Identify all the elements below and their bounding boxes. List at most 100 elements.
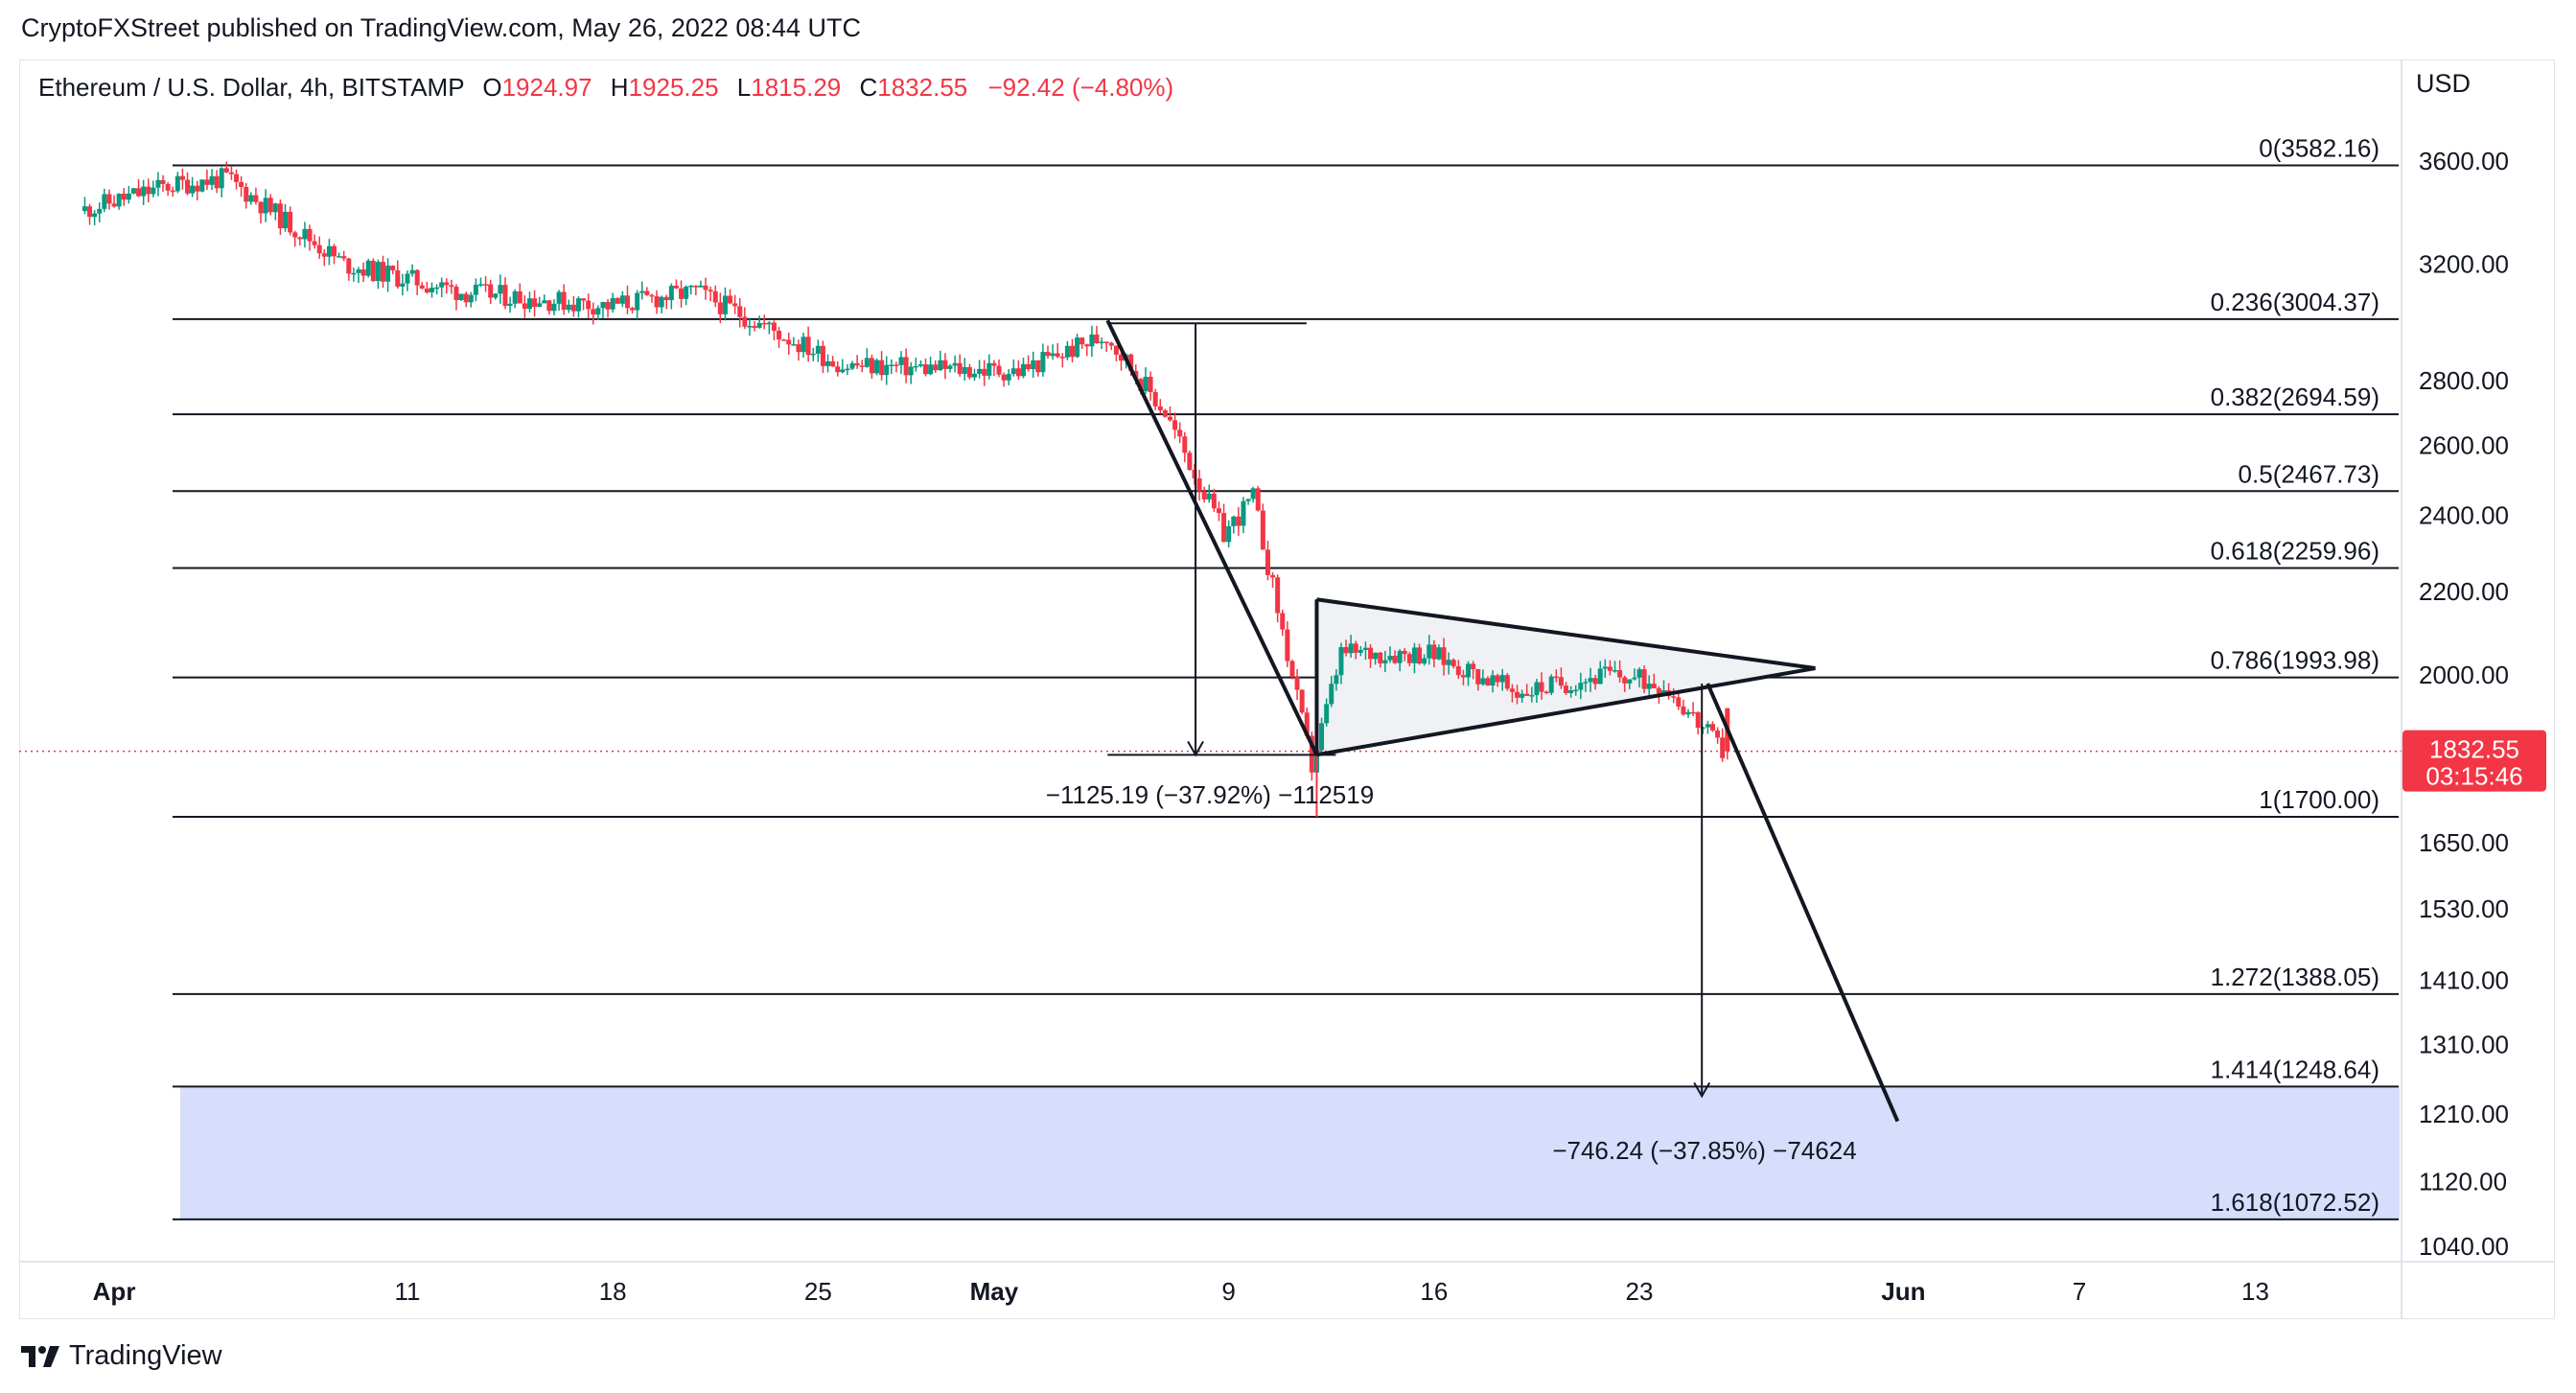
candle-body — [360, 269, 366, 276]
candle-body — [1406, 654, 1412, 663]
price-tick-label: 2200.00 — [2419, 577, 2509, 606]
breakdown-trendline — [1706, 683, 1900, 1123]
candle-body — [1524, 693, 1530, 696]
candle-body — [463, 293, 469, 303]
low-value: 1815.29 — [751, 73, 842, 102]
candle-body — [1397, 650, 1403, 663]
candle-body — [1431, 644, 1437, 660]
candle-body — [1285, 629, 1290, 662]
candle-body — [663, 296, 669, 301]
candle-body — [228, 172, 234, 174]
candle-body — [1069, 345, 1075, 358]
candle-body — [1427, 644, 1432, 659]
price-tick-label: 2400.00 — [2419, 501, 2509, 530]
candle-body — [395, 269, 401, 287]
candle-body — [1172, 420, 1178, 430]
candle-body — [155, 179, 161, 188]
candle-body — [453, 287, 459, 300]
candle-body — [1583, 682, 1589, 684]
candle-body — [1221, 513, 1227, 543]
price-tick-label: 1530.00 — [2419, 894, 2509, 923]
triangle-upper-line — [1316, 597, 1816, 671]
candle-body — [1632, 677, 1637, 680]
candle-body — [1543, 691, 1549, 694]
candle-body — [1480, 678, 1486, 685]
candle-body — [1162, 409, 1168, 417]
candle-body — [893, 364, 899, 366]
time-tick-label: 13 — [2241, 1277, 2269, 1306]
candle-body — [1373, 652, 1379, 660]
candle-body — [556, 291, 562, 304]
candle-body — [248, 195, 254, 202]
candle-body — [1236, 516, 1242, 526]
candle-body — [1148, 377, 1153, 392]
measure-2-arrowhead — [1693, 1081, 1711, 1099]
candle-body — [1050, 353, 1056, 357]
candle-body — [253, 195, 259, 202]
candle-body — [917, 363, 923, 366]
candle-body — [458, 293, 464, 300]
candle-body — [146, 186, 151, 195]
fib-level-label: 0(3582.16) — [2259, 134, 2379, 163]
candle-body — [1358, 649, 1363, 653]
candle-body — [957, 362, 963, 374]
price-tick-label: 1310.00 — [2419, 1031, 2509, 1059]
currency-label[interactable]: USD — [2416, 69, 2472, 98]
candle-body — [179, 175, 185, 180]
symbol-title[interactable]: Ethereum / U.S. Dollar, 4h, BITSTAMP — [38, 73, 465, 102]
candle-body — [859, 365, 865, 367]
candle-body — [952, 362, 958, 366]
close-label: C — [859, 73, 878, 102]
candle-body — [1709, 724, 1715, 731]
close-value: 1832.55 — [877, 73, 968, 102]
candle-body — [1334, 675, 1339, 685]
candle-body — [820, 345, 825, 366]
candle-body — [1177, 430, 1183, 437]
candle-body — [483, 284, 489, 286]
candle-body — [1094, 334, 1100, 344]
candle-body — [1196, 478, 1202, 492]
candle-body — [1245, 499, 1251, 501]
candle-body — [1515, 691, 1520, 698]
candle-body — [610, 297, 615, 310]
candle-body — [849, 362, 855, 369]
candle-body — [752, 326, 757, 328]
candle-body — [737, 306, 743, 317]
triangle-fill — [1316, 599, 1816, 755]
candle-body — [854, 362, 860, 366]
candle-body — [1329, 684, 1334, 705]
candle-body — [1392, 656, 1398, 663]
candle-body — [712, 290, 718, 303]
candle-body — [1216, 508, 1221, 514]
candle-body — [575, 298, 581, 312]
candle-body — [1471, 663, 1476, 669]
open-label: O — [482, 73, 502, 102]
tradingview-logo[interactable]: TradingView — [21, 1340, 222, 1372]
candle-body — [356, 269, 361, 273]
candle-body — [830, 360, 836, 367]
candle-body — [654, 296, 660, 308]
candle-body — [1720, 737, 1726, 758]
candle-body — [385, 266, 391, 282]
symbol-legend: Ethereum / U.S. Dollar, 4h, BITSTAMP O19… — [38, 73, 1173, 103]
candle-body — [283, 211, 289, 229]
candle-body — [869, 358, 874, 374]
candle-body — [292, 232, 298, 238]
candle-body — [1089, 334, 1095, 347]
candle-body — [1006, 374, 1011, 381]
candle-body — [1294, 677, 1300, 690]
candle-body — [1001, 374, 1007, 381]
candle-body — [1436, 647, 1442, 660]
candle-body — [174, 175, 180, 192]
price-tick-label: 2000.00 — [2419, 661, 2509, 689]
price-tick-label: 2800.00 — [2419, 366, 2509, 395]
candle-body — [1382, 660, 1388, 663]
candle-body — [581, 298, 587, 301]
candle-body — [801, 337, 806, 353]
candle-body — [409, 269, 415, 274]
candle-body — [879, 360, 885, 376]
candle-body — [526, 298, 532, 310]
candle-body — [332, 245, 337, 257]
time-tick-label: 25 — [804, 1277, 832, 1306]
